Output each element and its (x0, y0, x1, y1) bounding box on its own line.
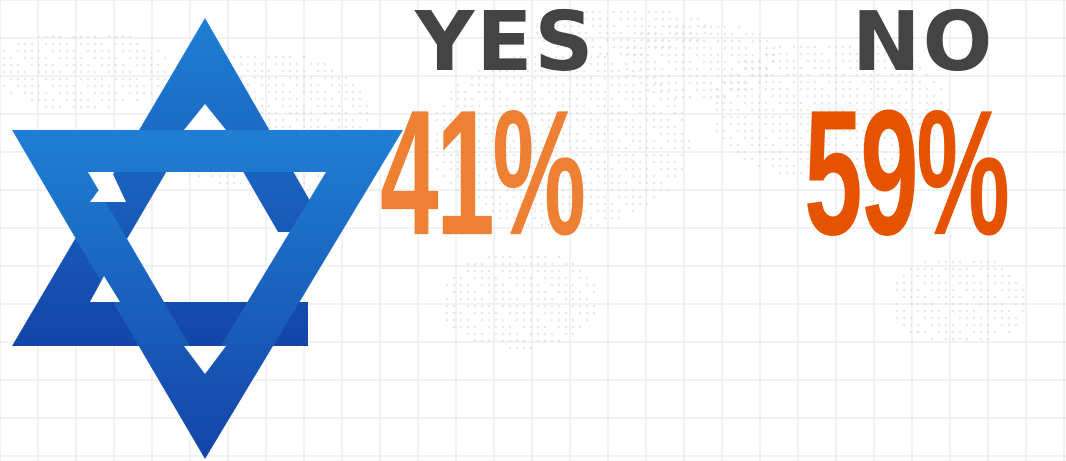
no-percentage: 59% (804, 73, 1010, 273)
no-label: NO (852, 0, 995, 90)
star-down-triangle (12, 130, 403, 459)
star-of-david-icon (12, 18, 403, 459)
yes-label: YES (415, 0, 596, 90)
yes-percentage: 41% (380, 73, 586, 273)
star-inner-gaps (90, 104, 226, 374)
